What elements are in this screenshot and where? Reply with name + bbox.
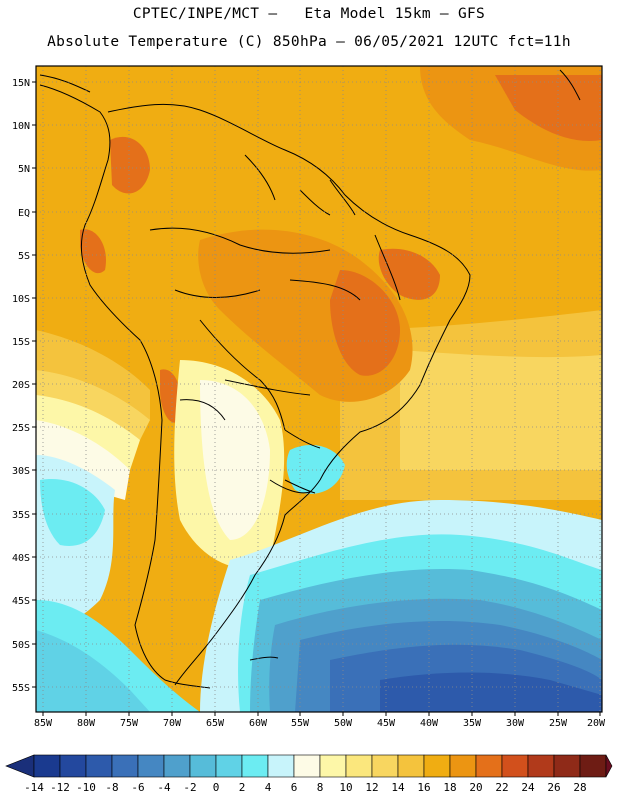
lat-label: 30S xyxy=(12,466,30,477)
colorbar-swatch xyxy=(59,754,87,778)
lon-label: 30W xyxy=(506,718,525,729)
colorbar-label: 26 xyxy=(547,781,560,794)
colorbar-swatch xyxy=(215,754,243,778)
colorbar-swatch xyxy=(579,754,607,778)
lat-label: 5S xyxy=(18,251,30,262)
colorbar: -14 -12 -10 -8 -6 -4 -2 0 2 4 6 8 10 12 14 16 18 20 22 24 26… xyxy=(5,754,613,794)
map-title-line-1: CPTEC/INPE/MCT – Eta Model 15km – GFS xyxy=(132,6,486,22)
lat-label: 10N xyxy=(12,121,30,132)
colorbar-label: 24 xyxy=(521,781,535,794)
colorbar-swatch xyxy=(501,754,529,778)
colorbar-label: 20 xyxy=(469,781,482,794)
colorbar-label: 6 xyxy=(291,781,298,794)
lon-label: 80W xyxy=(77,718,96,729)
colorbar-swatch xyxy=(527,754,555,778)
colorbar-label: 12 xyxy=(365,781,378,794)
colorbar-label: 2 xyxy=(239,781,246,794)
lon-label: 55W xyxy=(291,718,310,729)
colorbar-label: 4 xyxy=(265,781,272,794)
colorbar-swatch xyxy=(267,754,295,778)
axis-ticks xyxy=(32,81,601,716)
lon-label: 60W xyxy=(249,718,268,729)
lat-label: 55S xyxy=(12,683,30,694)
colorbar-swatch xyxy=(553,754,581,778)
lat-label: 5N xyxy=(18,164,30,175)
lon-label: 25W xyxy=(549,718,568,729)
lon-label: 40W xyxy=(420,718,439,729)
colorbar-label: 14 xyxy=(391,781,405,794)
colorbar-swatch xyxy=(371,754,399,778)
colorbar-swatch xyxy=(163,754,191,778)
lon-label: 70W xyxy=(163,718,182,729)
lat-label: 45S xyxy=(12,596,30,607)
lat-label: 50S xyxy=(12,640,30,651)
colorbar-label: -4 xyxy=(157,781,171,794)
latitude-labels: 15N 10N 5N EQ 5S 10S 15S 20S 25S 30S 35S… xyxy=(12,78,30,694)
longitude-labels: 85W 80W 75W 70W 65W 60W 55W 50W 45W 40W … xyxy=(34,718,606,729)
colorbar-high-arrow xyxy=(605,754,613,778)
colorbar-label: -6 xyxy=(131,781,144,794)
colorbar-swatch xyxy=(85,754,113,778)
lat-label: 15N xyxy=(12,78,30,89)
plot-frame xyxy=(35,65,603,713)
lat-label: 35S xyxy=(12,510,30,521)
colorbar-label: -2 xyxy=(183,781,196,794)
colorbar-label: -8 xyxy=(105,781,118,794)
colorbar-swatch xyxy=(189,754,217,778)
lat-label: 10S xyxy=(12,294,30,305)
lon-label: 75W xyxy=(120,718,139,729)
colorbar-label: 0 xyxy=(213,781,220,794)
colorbar-swatch xyxy=(33,754,61,778)
map-title-line-2: Absolute Temperature (C) 850hPa – 06/05/… xyxy=(47,34,571,50)
lon-label: 20W xyxy=(587,718,606,729)
colorbar-swatch xyxy=(449,754,477,778)
lat-label: 25S xyxy=(12,423,30,434)
colorbar-label: -10 xyxy=(76,781,96,794)
colorbar-swatch xyxy=(319,754,347,778)
lat-label: EQ xyxy=(18,208,30,219)
colorbar-swatch xyxy=(345,754,373,778)
colorbar-swatch xyxy=(423,754,451,778)
lon-label: 50W xyxy=(334,718,353,729)
colorbar-label: 10 xyxy=(339,781,352,794)
colorbar-swatch xyxy=(293,754,321,778)
colorbar-low-arrow xyxy=(5,754,35,778)
colorbar-swatch xyxy=(241,754,269,778)
colorbar-label: -12 xyxy=(50,781,70,794)
colorbar-swatch xyxy=(111,754,139,778)
colorbar-label: 28 xyxy=(573,781,586,794)
colorbar-label: 16 xyxy=(417,781,430,794)
lat-label: 40S xyxy=(12,553,30,564)
lon-label: 45W xyxy=(377,718,396,729)
colorbar-label: -14 xyxy=(24,781,44,794)
lon-label: 85W xyxy=(34,718,53,729)
colorbar-label: 8 xyxy=(317,781,324,794)
colorbar-swatch xyxy=(137,754,165,778)
colorbar-label: 18 xyxy=(443,781,456,794)
colorbar-swatch xyxy=(397,754,425,778)
lon-label: 65W xyxy=(206,718,225,729)
temperature-field xyxy=(36,66,602,712)
lat-label: 15S xyxy=(12,337,30,348)
lon-label: 35W xyxy=(463,718,482,729)
lat-label: 20S xyxy=(12,380,30,391)
colorbar-label: 22 xyxy=(495,781,508,794)
colorbar-swatch xyxy=(475,754,503,778)
